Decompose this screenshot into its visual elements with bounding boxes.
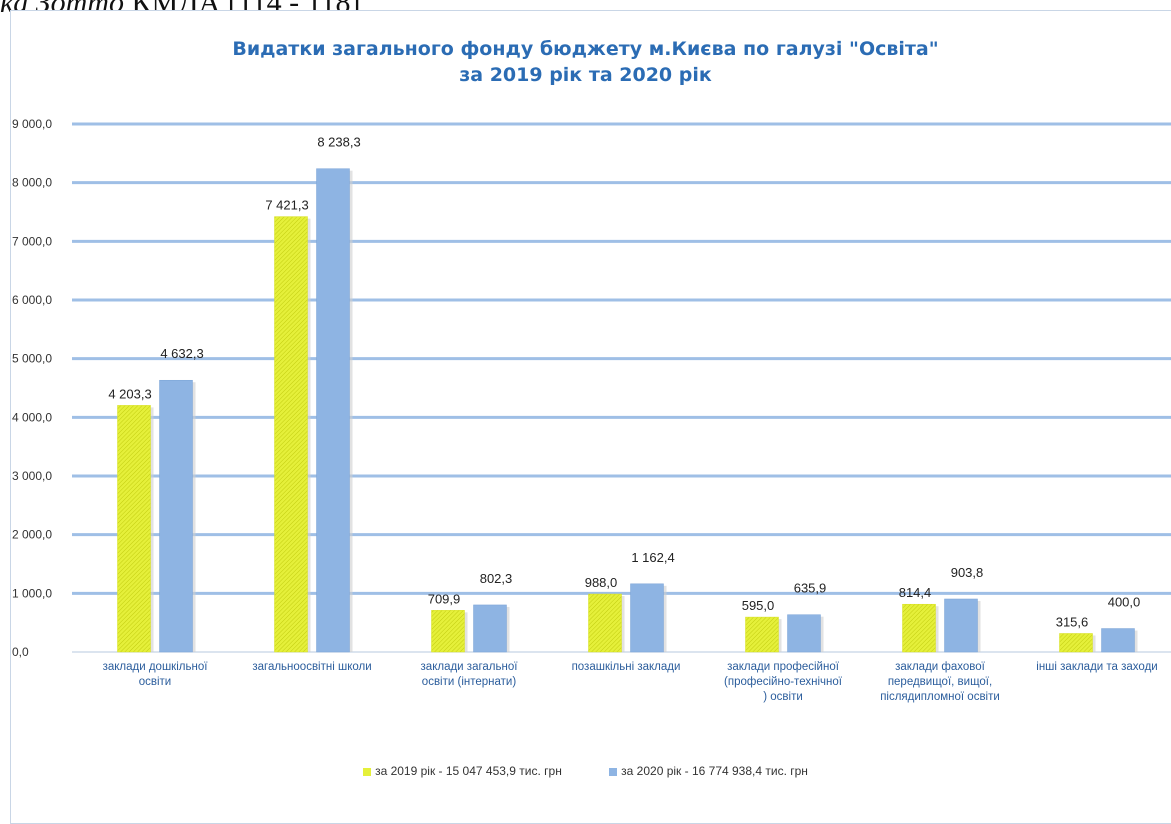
x-tick-label: заклади фахової bbox=[895, 661, 986, 673]
x-tick-label: післядипломної освіти bbox=[880, 691, 1000, 703]
bar-2020 bbox=[316, 168, 350, 653]
legend-label-2020: за 2020 рік - 16 774 938,4 тис. грн bbox=[621, 764, 808, 778]
data-label: 8 238,3 bbox=[317, 135, 360, 150]
y-tick-label: 4 000,0 bbox=[12, 410, 52, 424]
x-tick-label: передвищої, вищої, bbox=[888, 676, 992, 688]
data-label: 595,0 bbox=[742, 598, 775, 613]
bar-2019 bbox=[902, 603, 936, 653]
data-label: 7 421,3 bbox=[265, 198, 308, 213]
y-tick-label: 0,0 bbox=[12, 645, 29, 659]
data-label: 315,6 bbox=[1056, 614, 1089, 629]
bar-2019 bbox=[1059, 633, 1093, 653]
y-tick-label: 1 000,0 bbox=[12, 586, 52, 600]
bar-2020 bbox=[159, 379, 193, 653]
x-tick-label: освіти bbox=[139, 676, 172, 688]
data-label: 635,9 bbox=[794, 581, 827, 596]
x-tick-label: ) освіти bbox=[763, 691, 803, 703]
chart-legend: за 2019 рік - 15 047 453,9 тис. грн за 2… bbox=[0, 764, 1171, 778]
y-tick-label: 6 000,0 bbox=[12, 293, 52, 307]
x-tick-label: інші заклади та заходи bbox=[1036, 661, 1157, 673]
bar-2020 bbox=[787, 614, 821, 653]
data-label: 814,4 bbox=[899, 585, 932, 600]
data-label: 988,0 bbox=[585, 575, 618, 590]
data-label: 4 632,3 bbox=[160, 346, 203, 361]
legend-item-2020: за 2020 рік - 16 774 938,4 тис. грн bbox=[609, 764, 808, 778]
x-tick-label: загальноосвітні школи bbox=[252, 661, 371, 673]
legend-swatch-2020 bbox=[609, 767, 618, 776]
legend-swatch-2019 bbox=[363, 767, 372, 776]
bar-2020 bbox=[630, 583, 664, 653]
data-label: 4 203,3 bbox=[108, 386, 151, 401]
bar-2019 bbox=[745, 616, 779, 653]
bar-2020 bbox=[944, 598, 978, 653]
bar-2020 bbox=[473, 604, 507, 653]
x-tick-label: позашкільні заклади bbox=[572, 661, 681, 673]
x-tick-label: заклади загальної bbox=[421, 661, 519, 673]
y-tick-label: 8 000,0 bbox=[12, 176, 52, 190]
bar-2019 bbox=[274, 216, 308, 653]
chart-title: Видатки загального фонду бюджету м.Києва… bbox=[0, 36, 1171, 88]
y-tick-label: 9 000,0 bbox=[12, 117, 52, 131]
x-tick-label: (професійно-технічної bbox=[724, 676, 843, 688]
y-tick-label: 3 000,0 bbox=[12, 469, 52, 483]
y-tick-label: 5 000,0 bbox=[12, 352, 52, 366]
x-tick-label: освіти (інтернати) bbox=[422, 676, 517, 688]
y-tick-label: 2 000,0 bbox=[12, 528, 52, 542]
y-tick-label: 7 000,0 bbox=[12, 234, 52, 248]
bar-2019 bbox=[588, 593, 622, 653]
legend-item-2019: за 2019 рік - 15 047 453,9 тис. грн bbox=[363, 764, 562, 778]
chart-title-line-2: за 2019 рік та 2020 рік bbox=[459, 64, 712, 86]
x-tick-label: заклади професійної bbox=[727, 661, 840, 673]
bar-2019 bbox=[431, 610, 465, 653]
data-label: 802,3 bbox=[480, 571, 513, 586]
data-label: 709,9 bbox=[428, 591, 461, 606]
data-label: 1 162,4 bbox=[631, 550, 674, 565]
x-tick-label: заклади дошкільної bbox=[103, 661, 209, 673]
chart-title-line-1: Видатки загального фонду бюджету м.Києва… bbox=[232, 38, 939, 60]
data-label: 400,0 bbox=[1108, 595, 1141, 610]
bar-2019 bbox=[117, 405, 151, 653]
data-label: 903,8 bbox=[951, 565, 984, 580]
bar-2020 bbox=[1101, 628, 1135, 653]
legend-label-2019: за 2019 рік - 15 047 453,9 тис. грн bbox=[375, 764, 562, 778]
